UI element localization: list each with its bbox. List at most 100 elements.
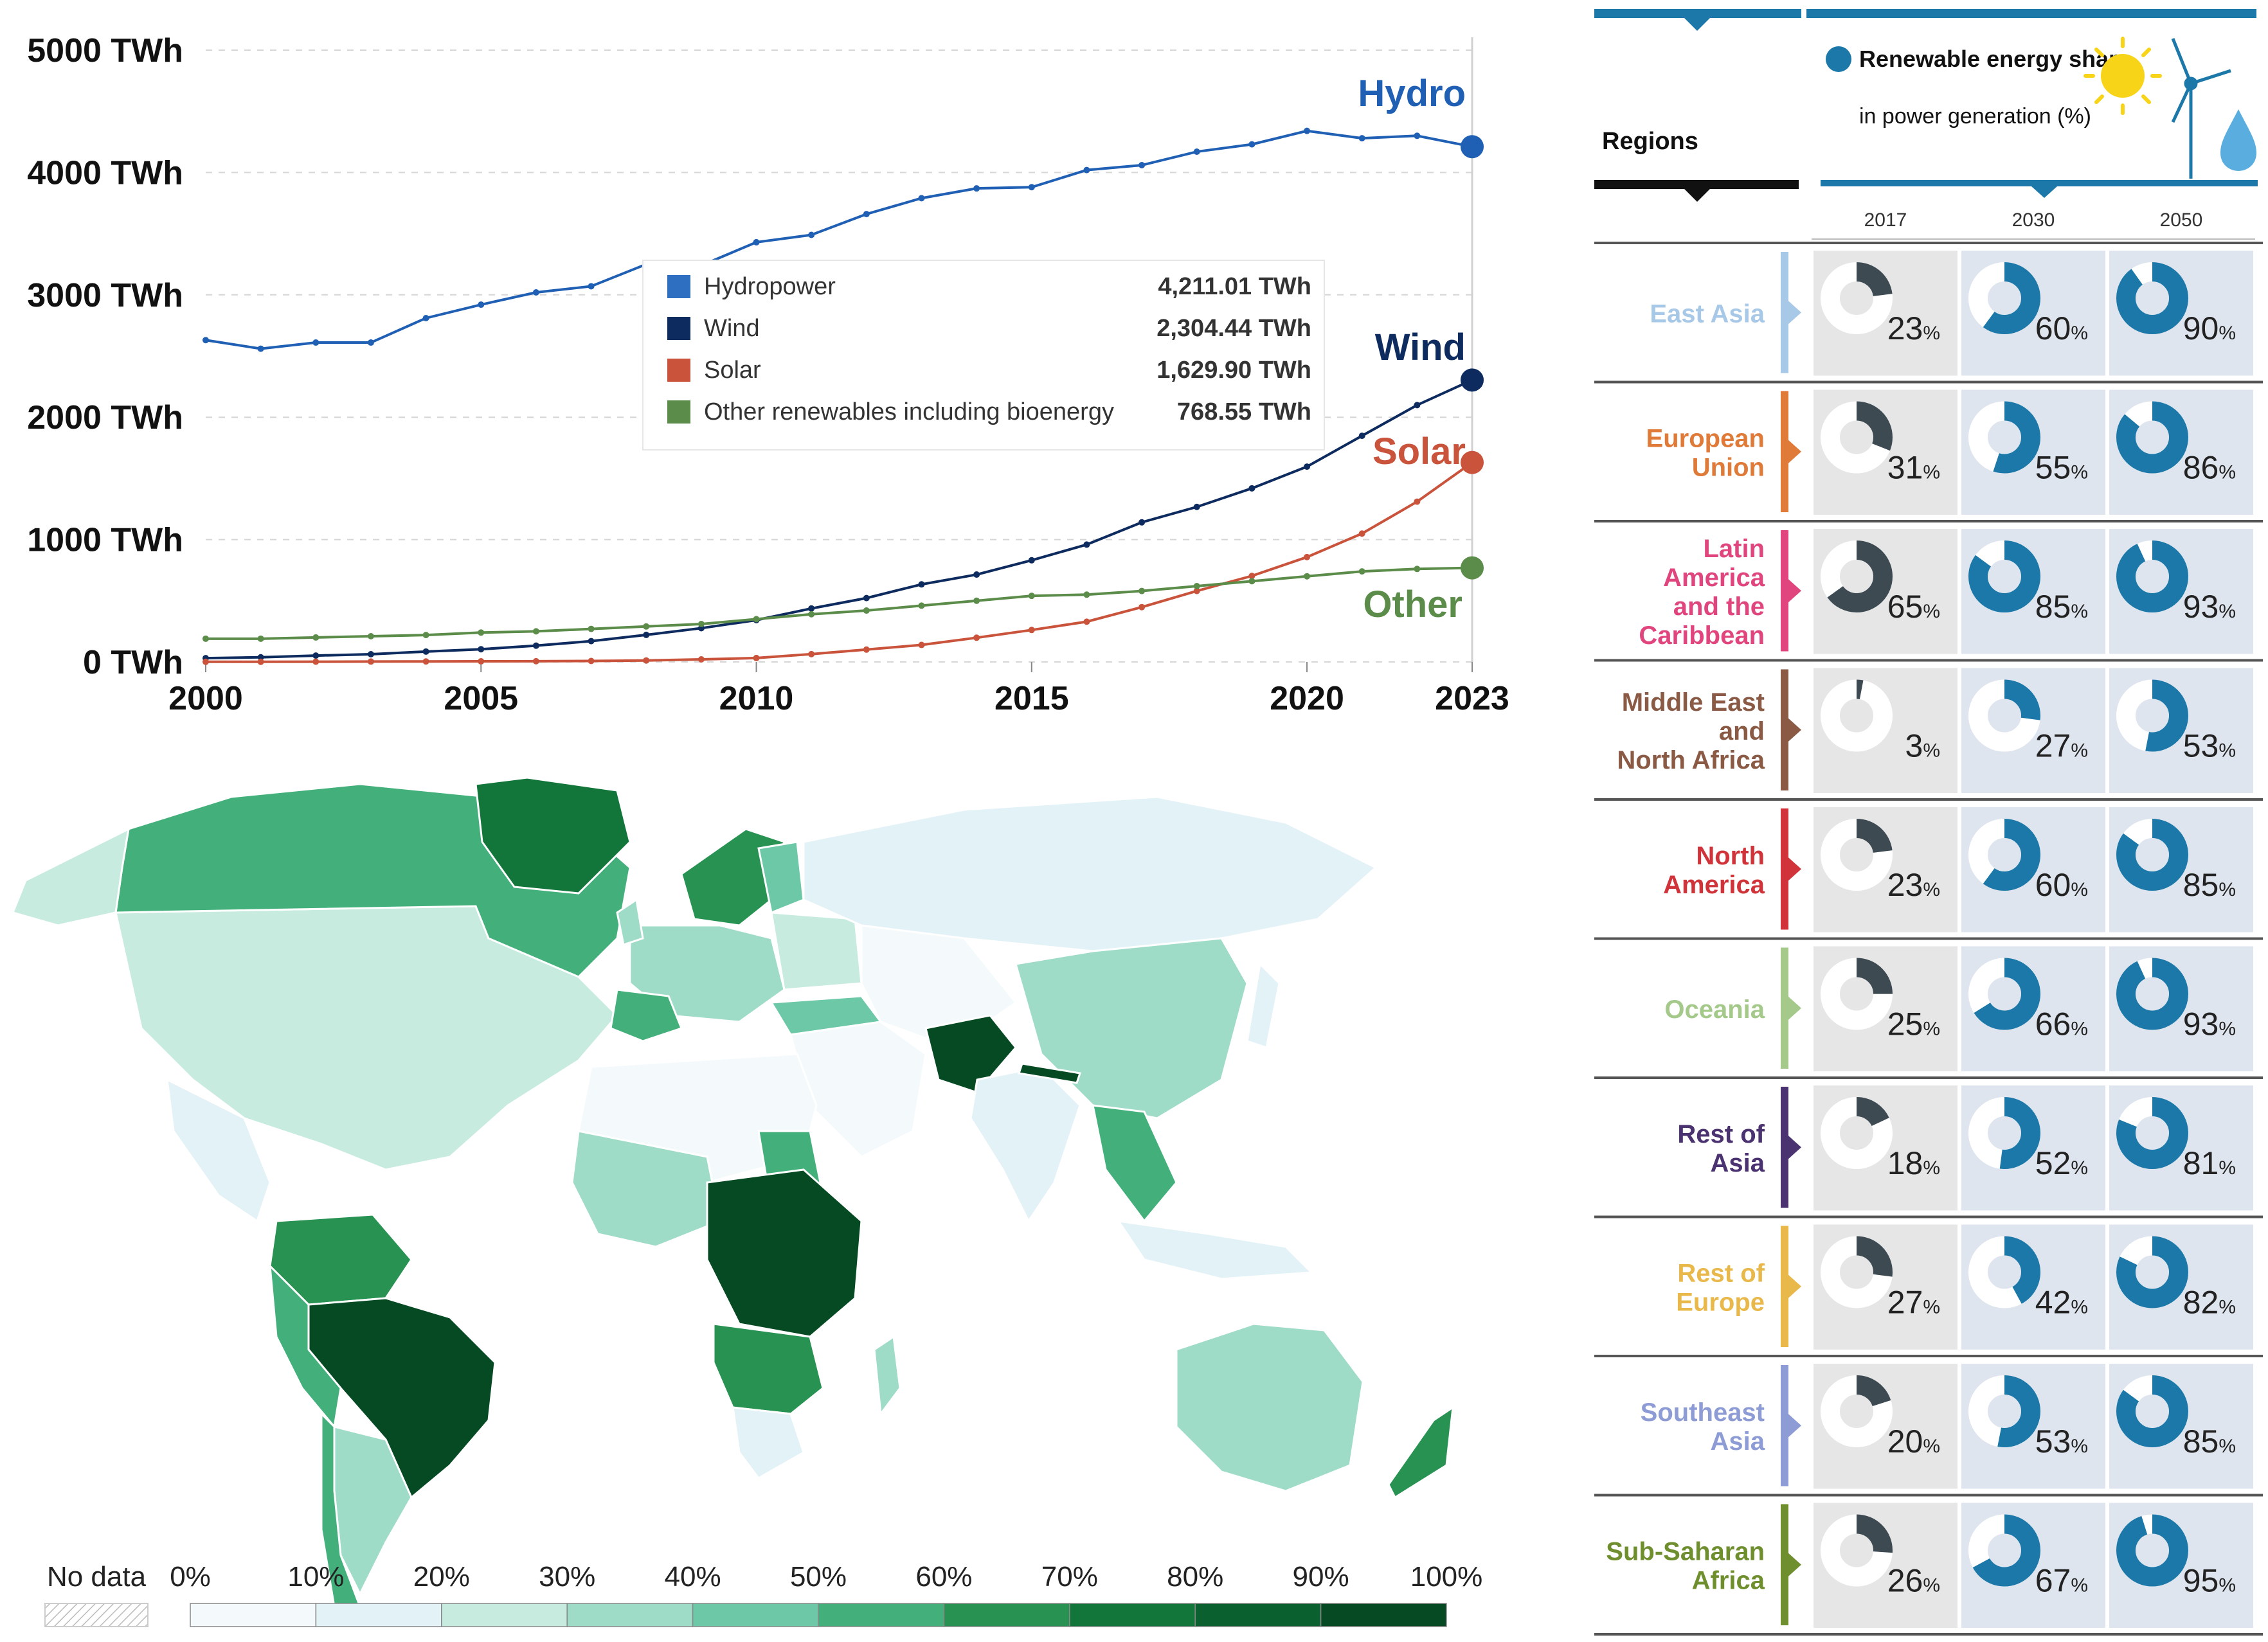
region-label: America	[1663, 871, 1765, 899]
share-value: 67%	[2035, 1563, 2088, 1599]
share-value: 27%	[1887, 1285, 1940, 1321]
renewable-bullet-icon	[1826, 46, 1851, 72]
region-accent-arrow	[1788, 1553, 1801, 1576]
series-label-wind: Wind	[1375, 326, 1466, 368]
share-arrow	[2031, 186, 2057, 198]
share-value: 52%	[2035, 1145, 2088, 1181]
region-accent-bar	[1781, 947, 1788, 1069]
data-point-other	[1304, 573, 1311, 580]
share-value: 93%	[2183, 589, 2236, 625]
data-point-other	[1248, 578, 1256, 585]
share-value: 65%	[1887, 589, 1940, 625]
data-point-hydro	[422, 314, 429, 321]
donut-segment	[1821, 1236, 1893, 1308]
region-share-table: Renewable energy share in power generati…	[1594, 9, 2263, 1636]
share-value: 93%	[2183, 1006, 2236, 1042]
map-russia	[802, 796, 1378, 952]
map-countries	[11, 776, 1454, 1608]
no-data-swatch	[44, 1603, 148, 1627]
donut-segment	[2116, 679, 2188, 752]
donut-segment	[1968, 1514, 2040, 1587]
legend-swatch	[692, 1603, 819, 1627]
table-row: Oceania 25% 66% 93%	[1594, 937, 2263, 1071]
x-axis-ticks: 2000 2005 2010 2015 2020 2023	[168, 662, 1509, 717]
data-point-hydro	[1304, 127, 1311, 134]
data-point-wind	[1414, 402, 1421, 409]
share-value: 26%	[1887, 1563, 1940, 1599]
data-point-solar	[698, 656, 705, 663]
region-label: and	[1719, 717, 1765, 745]
data-point-solar	[257, 658, 264, 665]
share-value: 82%	[2183, 1285, 2236, 1321]
data-point-solar	[1028, 627, 1035, 634]
map-greenland	[474, 776, 631, 895]
chart-legend: Hydropower 4,211.01 TWh Wind 2,304.44 TWh So…	[642, 260, 1325, 451]
y-tick-label: 1000 TWh	[27, 522, 183, 559]
legend-label: Hydropower	[704, 273, 836, 300]
data-point-other	[532, 628, 539, 635]
data-point-hydro	[532, 289, 539, 296]
legend-label: 40%	[665, 1561, 721, 1593]
data-point-solar	[1193, 587, 1200, 594]
data-point-wind	[257, 654, 264, 661]
donut-segment	[1821, 1097, 1893, 1169]
donut-segment	[1821, 958, 1893, 1030]
data-point-other	[1138, 587, 1146, 594]
share-underline	[1821, 180, 2258, 186]
region-label: Oceania	[1664, 995, 1765, 1024]
data-point-other	[918, 602, 925, 609]
data-point-wind	[1304, 463, 1311, 470]
region-accent-arrow	[1788, 1274, 1801, 1298]
y-axis-ticks: 0 TWh 1000 TWh 2000 TWh 3000 TWh 4000 TWh 500…	[27, 32, 183, 681]
data-point-hydro	[1083, 166, 1090, 174]
donut-segment	[1968, 401, 2040, 474]
series-line-wind	[205, 379, 1473, 660]
share-value: 23%	[1887, 867, 1940, 903]
data-point-wind	[973, 571, 980, 578]
x-tick-label: 2015	[995, 680, 1069, 717]
legend-swatch	[566, 1603, 694, 1627]
series-labels: Hydro Wind Solar Other	[1358, 73, 1466, 625]
column-headers: 2017 2030 2050	[1812, 210, 2255, 240]
map-madagascar	[873, 1335, 901, 1416]
series-label-other: Other	[1363, 584, 1462, 625]
legend-swatch	[1069, 1603, 1196, 1627]
donut-segment	[1968, 819, 2040, 891]
data-point-hydro	[808, 231, 815, 238]
map-india	[969, 1066, 1081, 1223]
data-point-wind	[1028, 557, 1035, 564]
share-value: 85%	[2183, 1423, 2236, 1459]
data-point-hydro	[588, 283, 595, 290]
data-point-other	[1193, 582, 1200, 589]
world-map: No data 0% 10% 20% 30% 40% 50% 60% 70% 80% 90% 100%	[11, 776, 1482, 1627]
data-point-wind	[643, 631, 650, 638]
region-label: European	[1646, 424, 1765, 452]
data-point-solar	[1461, 451, 1484, 474]
data-point-other	[1083, 591, 1090, 598]
map-west-africa	[571, 1130, 721, 1248]
region-accent-arrow	[1788, 1136, 1801, 1159]
header-arrow-left	[1684, 18, 1710, 31]
data-point-solar	[918, 641, 925, 648]
legend-label: 70%	[1041, 1561, 1098, 1593]
legend-swatch	[190, 1603, 317, 1627]
region-accent-arrow	[1788, 301, 1801, 325]
map-peru-bolivia	[269, 1263, 342, 1429]
region-accent-bar	[1781, 530, 1788, 652]
data-point-other	[367, 633, 374, 640]
region-label: North Africa	[1617, 746, 1765, 774]
data-point-other	[478, 629, 485, 636]
share-value: 18%	[1887, 1145, 1940, 1181]
chart-series	[203, 127, 1484, 665]
region-label: Middle East	[1622, 688, 1765, 717]
region-label: and the	[1673, 593, 1765, 621]
legend-value: 4,211.01 TWh	[1158, 273, 1311, 300]
data-point-solar	[973, 634, 980, 641]
series-line-hydro	[205, 129, 1473, 350]
data-point-other	[863, 607, 870, 614]
data-point-wind	[1358, 433, 1365, 440]
x-tick-label: 2005	[444, 680, 518, 717]
